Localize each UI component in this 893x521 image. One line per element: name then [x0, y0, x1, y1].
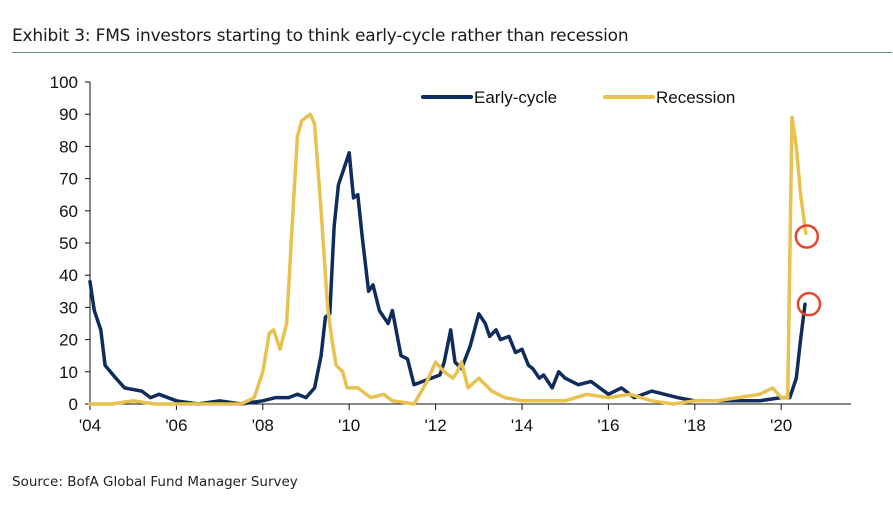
series-line-recession	[88, 112, 808, 406]
source-note: Source: BofA Global Fund Manager Survey	[12, 474, 298, 490]
y-tick-label: 60	[59, 202, 78, 221]
y-tick-label: 80	[59, 137, 78, 156]
series-line-early-cycle	[88, 151, 807, 406]
chart-title: Exhibit 3: FMS investors starting to thi…	[12, 26, 629, 46]
x-tick-label: '04	[79, 416, 101, 435]
highlight-circle	[796, 291, 822, 317]
y-tick-label: 0	[69, 395, 78, 414]
x-tick-label: '20	[770, 416, 792, 435]
y-tick-label: 70	[59, 170, 78, 189]
y-tick-label: 20	[59, 331, 78, 350]
y-tick-label: 50	[59, 234, 78, 253]
legend-label-recession: Recession	[656, 88, 735, 107]
x-tick-label: '12	[425, 416, 447, 435]
y-tick-label: 10	[59, 363, 78, 382]
x-tick-label: '10	[338, 416, 360, 435]
legend-label-early-cycle: Early-cycle	[474, 88, 557, 107]
x-tick-label: '14	[511, 416, 533, 435]
y-tick-label: 100	[50, 73, 78, 92]
title-divider	[12, 52, 892, 53]
x-tick-label: '06	[165, 416, 187, 435]
highlight-circle	[794, 224, 820, 249]
x-tick-label: '16	[597, 416, 619, 435]
x-tick-label: '18	[684, 416, 706, 435]
x-tick-label: '08	[252, 416, 274, 435]
y-tick-label: 90	[59, 105, 78, 124]
y-tick-label: 40	[59, 266, 78, 285]
y-tick-label: 30	[59, 298, 78, 317]
